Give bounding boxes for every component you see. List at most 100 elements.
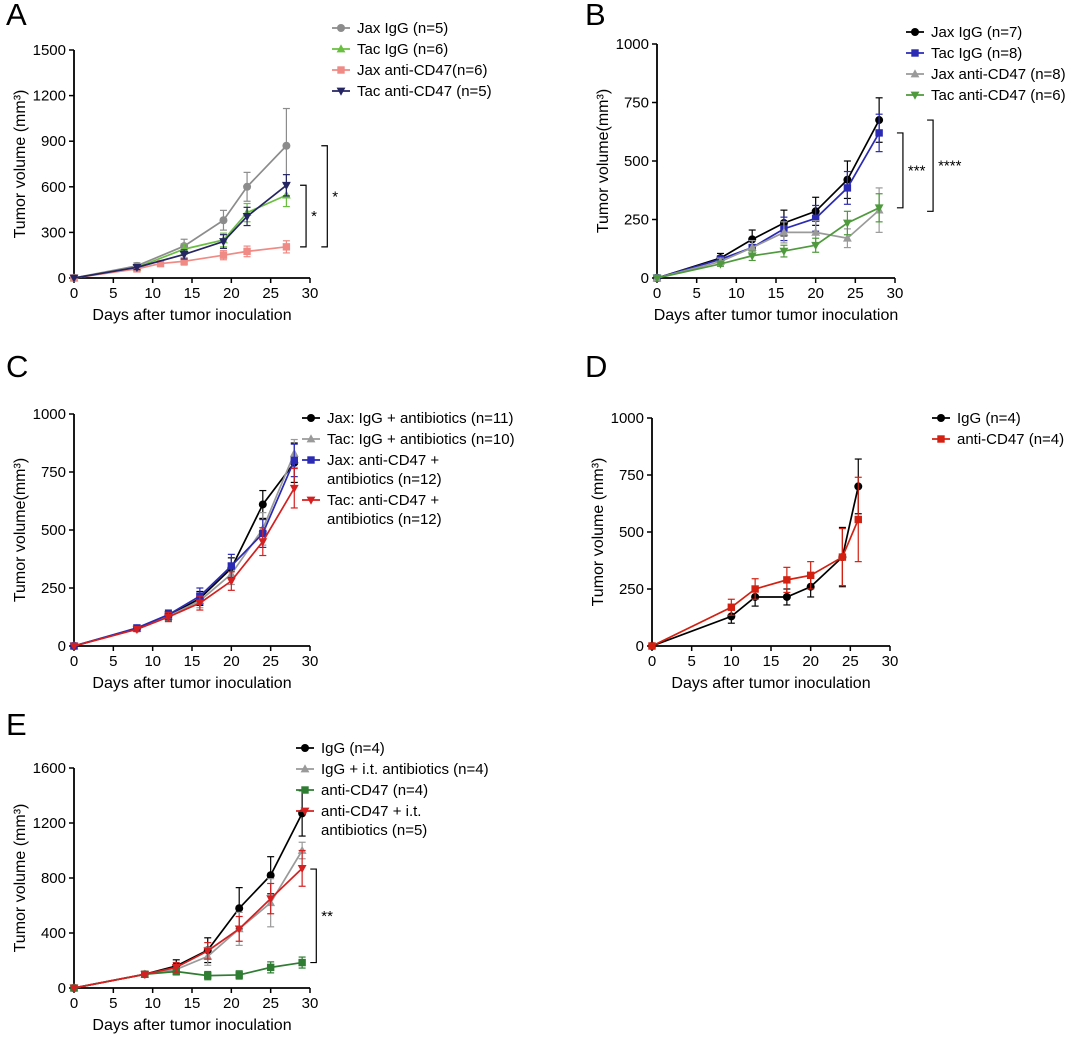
legend: Jax IgG (n=7) Tac IgG (n=8) Jax anti-CD47 … [906,24,1066,104]
significance-bracket: *** [896,132,926,209]
x-tick-label: 20 [223,285,240,302]
axes: 0 250 500 750 1000 0 5 10 15 20 25 30 Days after tum… [12,406,318,692]
x-tick-label: 30 [302,995,319,1012]
x-tick-label: 25 [262,285,279,302]
x-axis-label: Days after tumor inoculation [92,307,291,324]
series-2 [70,956,306,992]
y-tick-label: 0 [641,270,649,287]
panel-a: A 0 300 600 900 1200 1500 0 5 10 15 20 25 30 Days aft… [0,0,540,352]
y-tick-label: 1200 [33,815,66,832]
legend-label: antibiotics (n=12) [327,511,442,528]
legend-label: Jax anti-CD47(n=6) [357,62,487,79]
series-3 [652,193,884,283]
y-tick-label: 1000 [611,410,644,427]
series-1 [69,183,291,282]
significance-label: ** [321,908,333,925]
y-tick-label: 400 [41,925,66,942]
y-tick-label: 250 [41,580,66,597]
chart-D: 0 250 500 750 1000 0 5 10 15 20 25 30 Days after tum… [590,410,1064,692]
significance-label: * [311,208,317,225]
series-1 [69,438,299,650]
legend-label: Tac anti-CD47 (n=5) [357,83,492,100]
y-tick-label: 250 [619,581,644,598]
x-tick-label: 5 [109,653,117,670]
significance-bracket: * [300,184,317,248]
x-tick-label: 30 [887,285,904,302]
x-tick-label: 20 [807,285,824,302]
y-tick-label: 0 [58,980,66,997]
significance-label: * [332,188,338,205]
axes: 0 250 500 750 1000 0 5 10 15 20 25 30 Days after tum… [595,36,903,324]
x-tick-label: 15 [184,995,201,1012]
legend-label: Tac anti-CD47 (n=6) [931,87,1066,104]
y-tick-label: 800 [41,870,66,887]
chart-e-canvas: 0 400 800 1200 1600 0 5 10 15 20 25 30 Days after tu… [12,740,489,1034]
y-tick-label: 0 [636,638,644,655]
significance-bracket: * [321,145,338,248]
legend: IgG (n=4) IgG + i.t. antibiotics (n=4) ant… [296,740,489,839]
panel-letter-e: E [6,707,27,742]
x-tick-label: 10 [723,653,740,670]
panel-letter-a: A [6,0,27,32]
y-tick-label: 0 [58,270,66,287]
legend-label: anti-CD47 + i.t. [321,803,421,820]
legend-label: IgG (n=4) [957,410,1021,427]
x-tick-label: 10 [144,995,161,1012]
series-3 [69,849,307,993]
chart-E: 0 400 800 1200 1600 0 5 10 15 20 25 30 Days after tu… [12,740,489,1034]
x-tick-label: 10 [144,653,161,670]
x-tick-label: 25 [262,995,279,1012]
y-tick-label: 1000 [33,406,66,423]
x-tick-label: 5 [687,653,695,670]
chart-a-canvas: 0 300 600 900 1200 1500 0 5 10 15 20 25 30 Days after… [12,20,492,324]
x-tick-label: 25 [842,653,859,670]
legend: Jax IgG (n=5) Tac IgG (n=6) Jax anti-CD47(… [332,20,492,100]
x-tick-label: 10 [728,285,745,302]
x-tick-label: 0 [70,995,78,1012]
legend-label: IgG + i.t. antibiotics (n=4) [321,761,489,778]
y-tick-label: 750 [41,464,66,481]
x-tick-label: 30 [302,653,319,670]
legend-label: anti-CD47 (n=4) [321,782,428,799]
series-2 [70,443,298,650]
axes: 0 300 600 900 1200 1500 0 5 10 15 20 25 30 Days after… [12,42,318,324]
x-tick-label: 20 [802,653,819,670]
significance-label: *** [908,162,926,179]
legend-label: Tac: IgG + antibiotics (n=10) [327,431,515,448]
panel-b: B 0 250 500 750 1000 0 5 10 15 20 25 30 Days after t… [540,0,1080,352]
panel-e: E 0 400 800 1200 1600 0 5 10 15 20 25 30 Days after … [0,707,540,1042]
x-tick-label: 30 [882,653,899,670]
chart-d-canvas: 0 250 500 750 1000 0 5 10 15 20 25 30 Days after tum… [590,410,1064,692]
axes: 0 400 800 1200 1600 0 5 10 15 20 25 30 Days after tu… [12,760,318,1034]
x-axis-label: Days after tumor inoculation [671,675,870,692]
significance-bracket: ** [310,868,333,964]
y-tick-label: 900 [41,133,66,150]
x-tick-label: 0 [70,653,78,670]
chart-B: 0 250 500 750 1000 0 5 10 15 20 25 30 Days after tum… [595,24,1066,324]
x-tick-label: 15 [768,285,785,302]
x-tick-label: 25 [847,285,864,302]
significance-label: **** [938,158,962,175]
y-tick-label: 600 [41,179,66,196]
series-3 [69,174,291,283]
legend: Jax: IgG + antibiotics (n=11) Tac: IgG + … [302,410,515,528]
series-0 [648,458,863,650]
x-tick-label: 0 [70,285,78,302]
y-tick-label: 250 [624,212,649,229]
legend-label: IgG (n=4) [321,740,385,757]
x-tick-label: 5 [109,285,117,302]
y-axis-label: Tumor volume(mm³) [12,458,29,602]
x-axis-label: Days after tumor tumor inoculation [654,307,899,324]
x-tick-label: 10 [144,285,161,302]
panel-letter-d: D [585,349,608,384]
panel-d: D 0 250 500 750 1000 0 5 10 15 20 25 30 Days after t… [540,349,1080,710]
series-0 [70,442,299,650]
y-tick-label: 1600 [33,760,66,777]
y-axis-label: Tumor volume (mm³) [12,804,29,953]
series-3 [69,467,299,651]
x-axis-label: Days after tumor inoculation [92,675,291,692]
legend-label: Jax: IgG + antibiotics (n=11) [327,410,513,427]
legend-label: antibiotics (n=5) [321,822,427,839]
legend-label: Jax anti-CD47 (n=8) [931,66,1066,83]
